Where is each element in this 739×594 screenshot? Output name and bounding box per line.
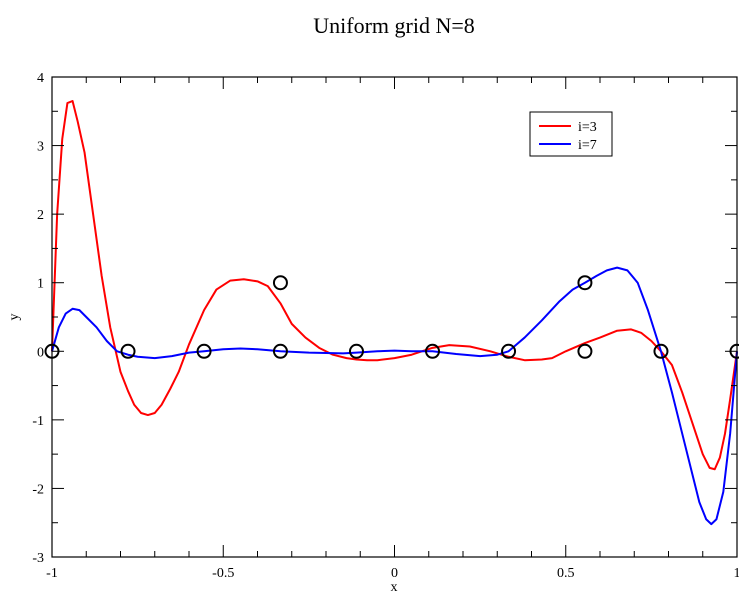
legend-box <box>529 111 613 157</box>
node-marker-10 <box>653 343 669 359</box>
x-tick-label: 0.5 <box>557 566 575 581</box>
node-marker-9 <box>577 343 593 359</box>
x-tick-label: -1 <box>46 566 58 581</box>
legend-label-0: i=3 <box>578 120 597 135</box>
plot-area <box>44 100 739 526</box>
x-tick-label: 1 <box>734 566 739 581</box>
y-axis-label: y <box>7 314 22 321</box>
y-tick-label: 1 <box>37 277 44 292</box>
axis-ticks: -1 -0.5 0 0.5 1 -3 -2 -1 0 1 2 3 4 <box>32 71 739 581</box>
series-line-0 <box>51 100 738 471</box>
node-marker-3 <box>272 275 288 291</box>
legend-label-1: i=7 <box>578 138 597 153</box>
y-tick-label: 3 <box>37 140 44 155</box>
series-line-1 <box>51 266 738 526</box>
x-axis-label: x <box>391 580 398 594</box>
x-tick-label: 0 <box>391 566 398 581</box>
node-marker-4 <box>272 343 288 359</box>
node-marker-5 <box>348 343 364 359</box>
node-marker-2 <box>196 343 212 359</box>
node-marker-1 <box>120 343 136 359</box>
y-tick-label: 4 <box>37 71 44 86</box>
y-tick-label: 2 <box>37 208 44 223</box>
y-tick-label: -1 <box>32 414 44 429</box>
plot-frame <box>51 76 738 558</box>
y-tick-label: 0 <box>37 345 44 360</box>
y-tick-label: -3 <box>32 551 44 566</box>
x-tick-label: -0.5 <box>212 566 234 581</box>
node-marker-8 <box>577 275 593 291</box>
legend: i=3i=7 <box>529 111 613 157</box>
node-marker-6 <box>425 343 441 359</box>
chart-title: Uniform grid N=8 <box>313 13 475 38</box>
y-tick-label: -2 <box>32 482 44 497</box>
node-marker-7 <box>501 343 517 359</box>
